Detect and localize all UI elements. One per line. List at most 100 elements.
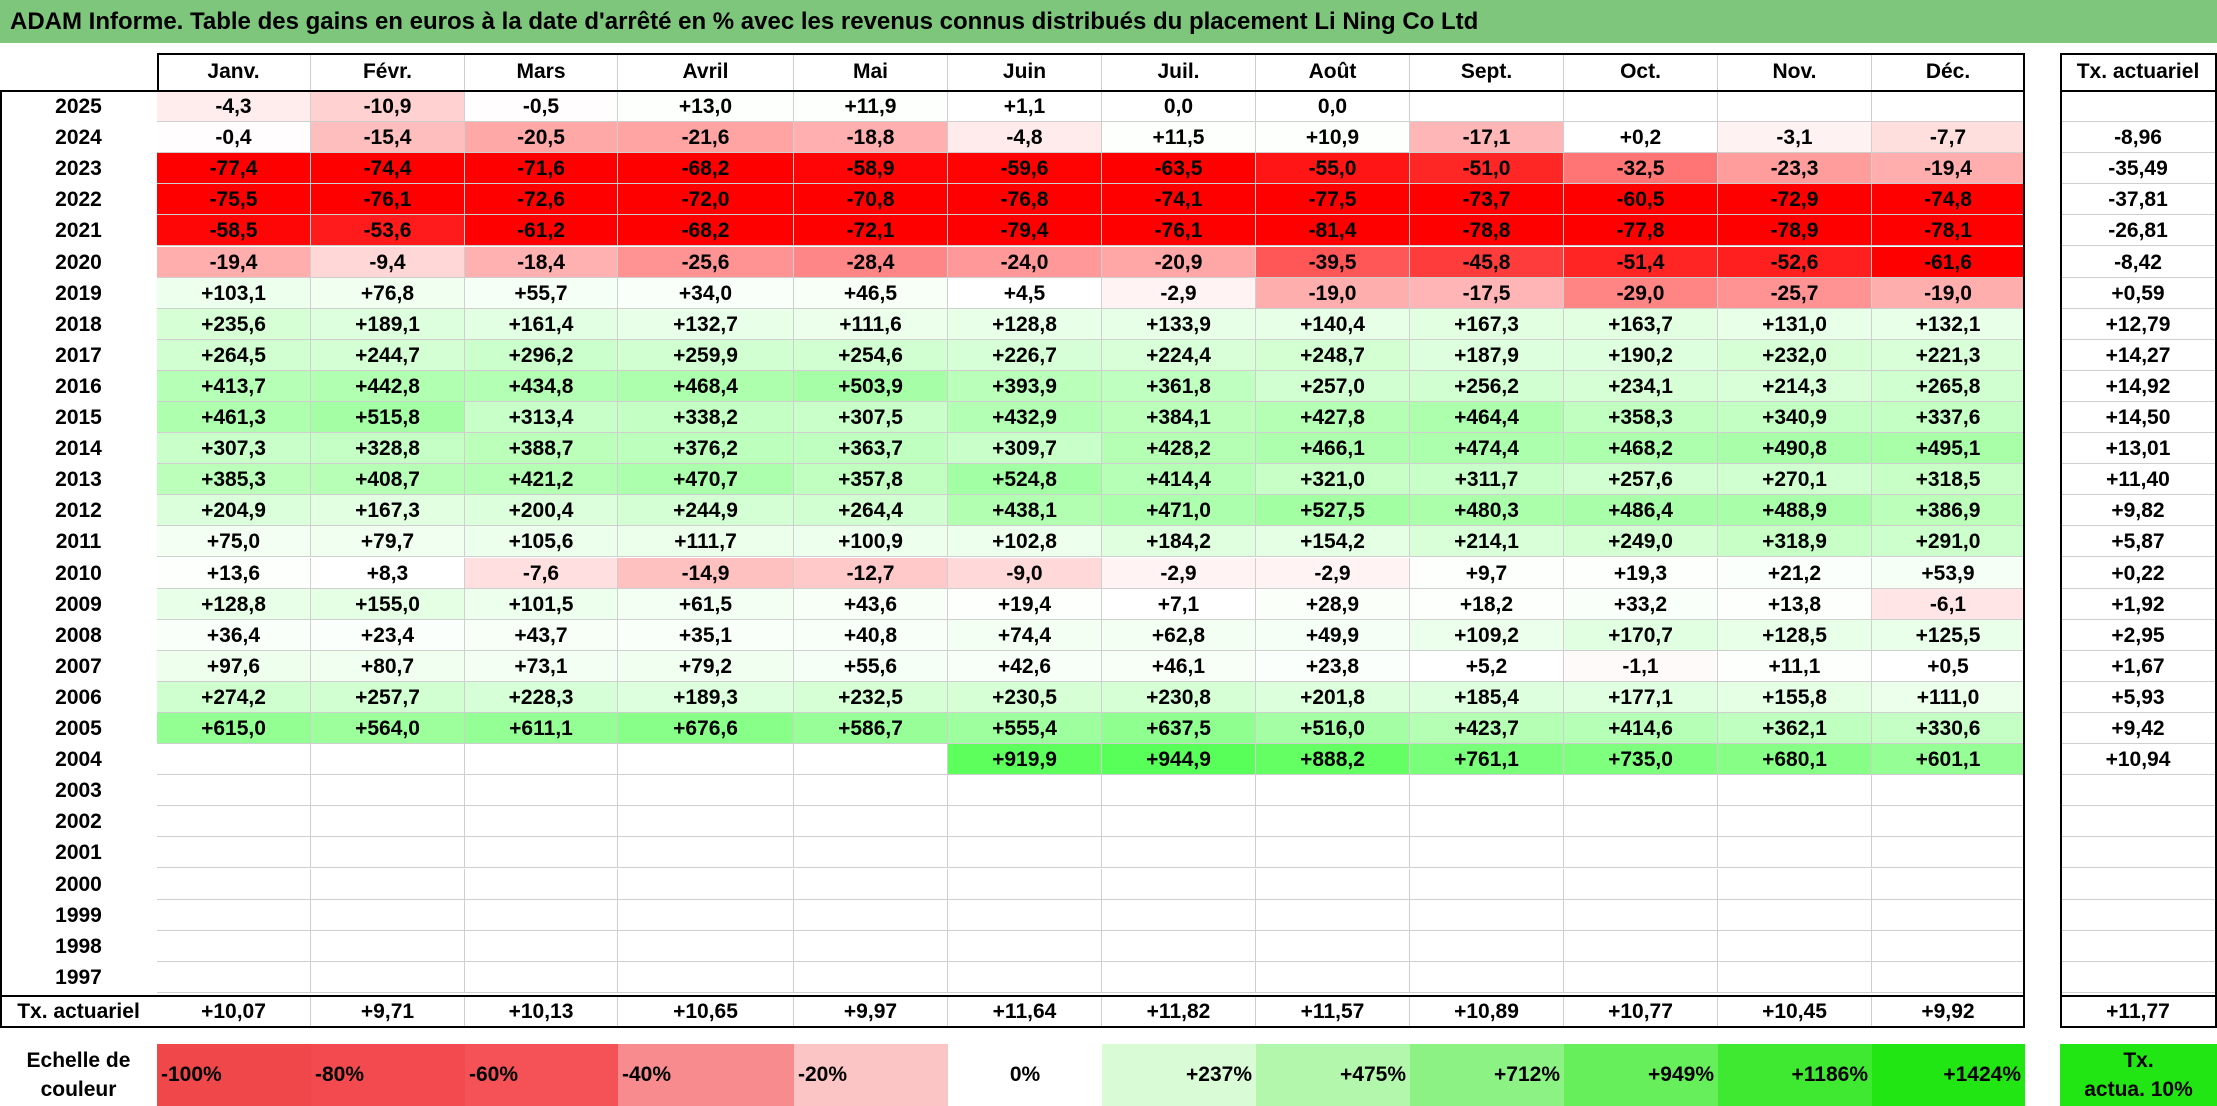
table-cell: -76,1 <box>1102 215 1256 247</box>
table-cell: +140,4 <box>1256 308 1410 340</box>
table-cell: -25,7 <box>1718 277 1872 309</box>
table-cell: +9,7 <box>1410 557 1564 589</box>
table-cell: +414,4 <box>1102 464 1256 496</box>
table-cell: -77,8 <box>1564 215 1718 247</box>
year-label: 2008 <box>55 623 102 647</box>
table-cell <box>1410 806 1564 838</box>
summary-rate: +11,77 <box>2060 996 2217 1028</box>
table-cell: +388,7 <box>465 433 618 465</box>
table-cell: +274,2 <box>157 681 311 713</box>
table-cell: +46,1 <box>1102 650 1256 682</box>
table-cell <box>618 806 794 838</box>
table-cell <box>948 930 1102 962</box>
table-cell: +466,1 <box>1256 433 1410 465</box>
table-cell <box>794 930 948 962</box>
table-cell: +23,4 <box>311 619 465 651</box>
table-cell: +363,7 <box>794 433 948 465</box>
table-cell: +318,5 <box>1872 464 2025 496</box>
scale-swatch: +712% <box>1410 1044 1564 1106</box>
table-cell: +235,6 <box>157 308 311 340</box>
table-cell <box>1256 806 1410 838</box>
table-cell: +676,6 <box>618 713 794 745</box>
table-cell: +888,2 <box>1256 744 1410 776</box>
table-cell: +318,9 <box>1718 526 1872 558</box>
table-cell <box>618 961 794 993</box>
year-label: 2024 <box>55 126 102 150</box>
table-cell <box>311 806 465 838</box>
table-cell: -59,6 <box>948 153 1102 185</box>
table-cell: -4,8 <box>948 122 1102 154</box>
year-label: 2006 <box>55 685 102 709</box>
table-cell: +8,3 <box>311 557 465 589</box>
table-cell: -2,9 <box>1102 557 1256 589</box>
month-header: Mai <box>794 53 948 91</box>
table-cell <box>1256 961 1410 993</box>
month-header: Avril <box>618 53 794 91</box>
summary-cell: +10,89 <box>1410 996 1564 1028</box>
table-cell: +586,7 <box>794 713 948 745</box>
table-cell <box>1102 868 1256 900</box>
summary-cell: +10,65 <box>618 996 794 1028</box>
table-cell <box>311 899 465 931</box>
table-cell: +234,1 <box>1564 370 1718 402</box>
table-cell <box>1564 868 1718 900</box>
table-cell <box>948 775 1102 807</box>
table-cell: +79,7 <box>311 526 465 558</box>
table-cell: +680,1 <box>1718 744 1872 776</box>
table-cell: +155,0 <box>311 588 465 620</box>
year-label: 2005 <box>55 717 102 740</box>
table-cell <box>618 744 794 776</box>
table-cell: +7,1 <box>1102 588 1256 620</box>
table-cell: +296,2 <box>465 339 618 371</box>
table-cell: -61,6 <box>1872 246 2025 278</box>
table-cell: +42,6 <box>948 650 1102 682</box>
table-cell: -1,1 <box>1564 650 1718 682</box>
rate-cell: +10,94 <box>2060 744 2217 776</box>
scale-swatch: +949% <box>1564 1044 1718 1106</box>
table-cell <box>465 899 618 931</box>
table-cell: +527,5 <box>1256 495 1410 527</box>
table-cell: -20,9 <box>1102 246 1256 278</box>
table-cell <box>311 775 465 807</box>
table-cell <box>1102 837 1256 869</box>
table-cell: +338,2 <box>618 402 794 434</box>
table-cell: +80,7 <box>311 650 465 682</box>
table-cell: +97,6 <box>157 650 311 682</box>
table-cell: +432,9 <box>948 402 1102 434</box>
rate-cell <box>2060 868 2217 900</box>
table-cell: +423,7 <box>1410 713 1564 745</box>
table-cell: +131,0 <box>1718 308 1872 340</box>
table-cell: +230,8 <box>1102 681 1256 713</box>
table-cell: +19,3 <box>1564 557 1718 589</box>
table-cell: +10,9 <box>1256 122 1410 154</box>
table-cell: -19,0 <box>1872 277 2025 309</box>
table-cell: 0,0 <box>1102 91 1256 123</box>
table-cell: +761,1 <box>1410 744 1564 776</box>
table-cell <box>157 961 311 993</box>
table-cell: +0,5 <box>1872 650 2025 682</box>
table-cell: +259,9 <box>618 339 794 371</box>
table-cell <box>1410 91 1564 123</box>
table-cell: +362,1 <box>1718 713 1872 745</box>
rate-cell: +14,92 <box>2060 370 2217 402</box>
table-cell <box>794 868 948 900</box>
scale-rate-line2: actua. 10% <box>2084 1078 2193 1101</box>
table-cell: +340,9 <box>1718 402 1872 434</box>
rate-cell: +13,01 <box>2060 433 2217 465</box>
scale-rate-line1: Tx. <box>2123 1049 2154 1072</box>
table-cell: +0,2 <box>1564 122 1718 154</box>
table-cell: +111,6 <box>794 308 948 340</box>
year-label: 2015 <box>55 406 102 429</box>
table-cell: +330,6 <box>1872 713 2025 745</box>
rate-header: Tx. actuariel <box>2060 53 2217 91</box>
table-cell: +438,1 <box>948 495 1102 527</box>
table-cell: +105,6 <box>465 526 618 558</box>
table-cell: +337,6 <box>1872 402 2025 434</box>
table-cell: +408,7 <box>311 464 465 496</box>
table-cell <box>618 930 794 962</box>
rate-summary-divider <box>2060 995 2217 997</box>
table-cell: +264,5 <box>157 339 311 371</box>
year-label: 2022 <box>55 188 102 212</box>
rate-cell <box>2060 775 2217 807</box>
summary-cell: +11,82 <box>1102 996 1256 1028</box>
